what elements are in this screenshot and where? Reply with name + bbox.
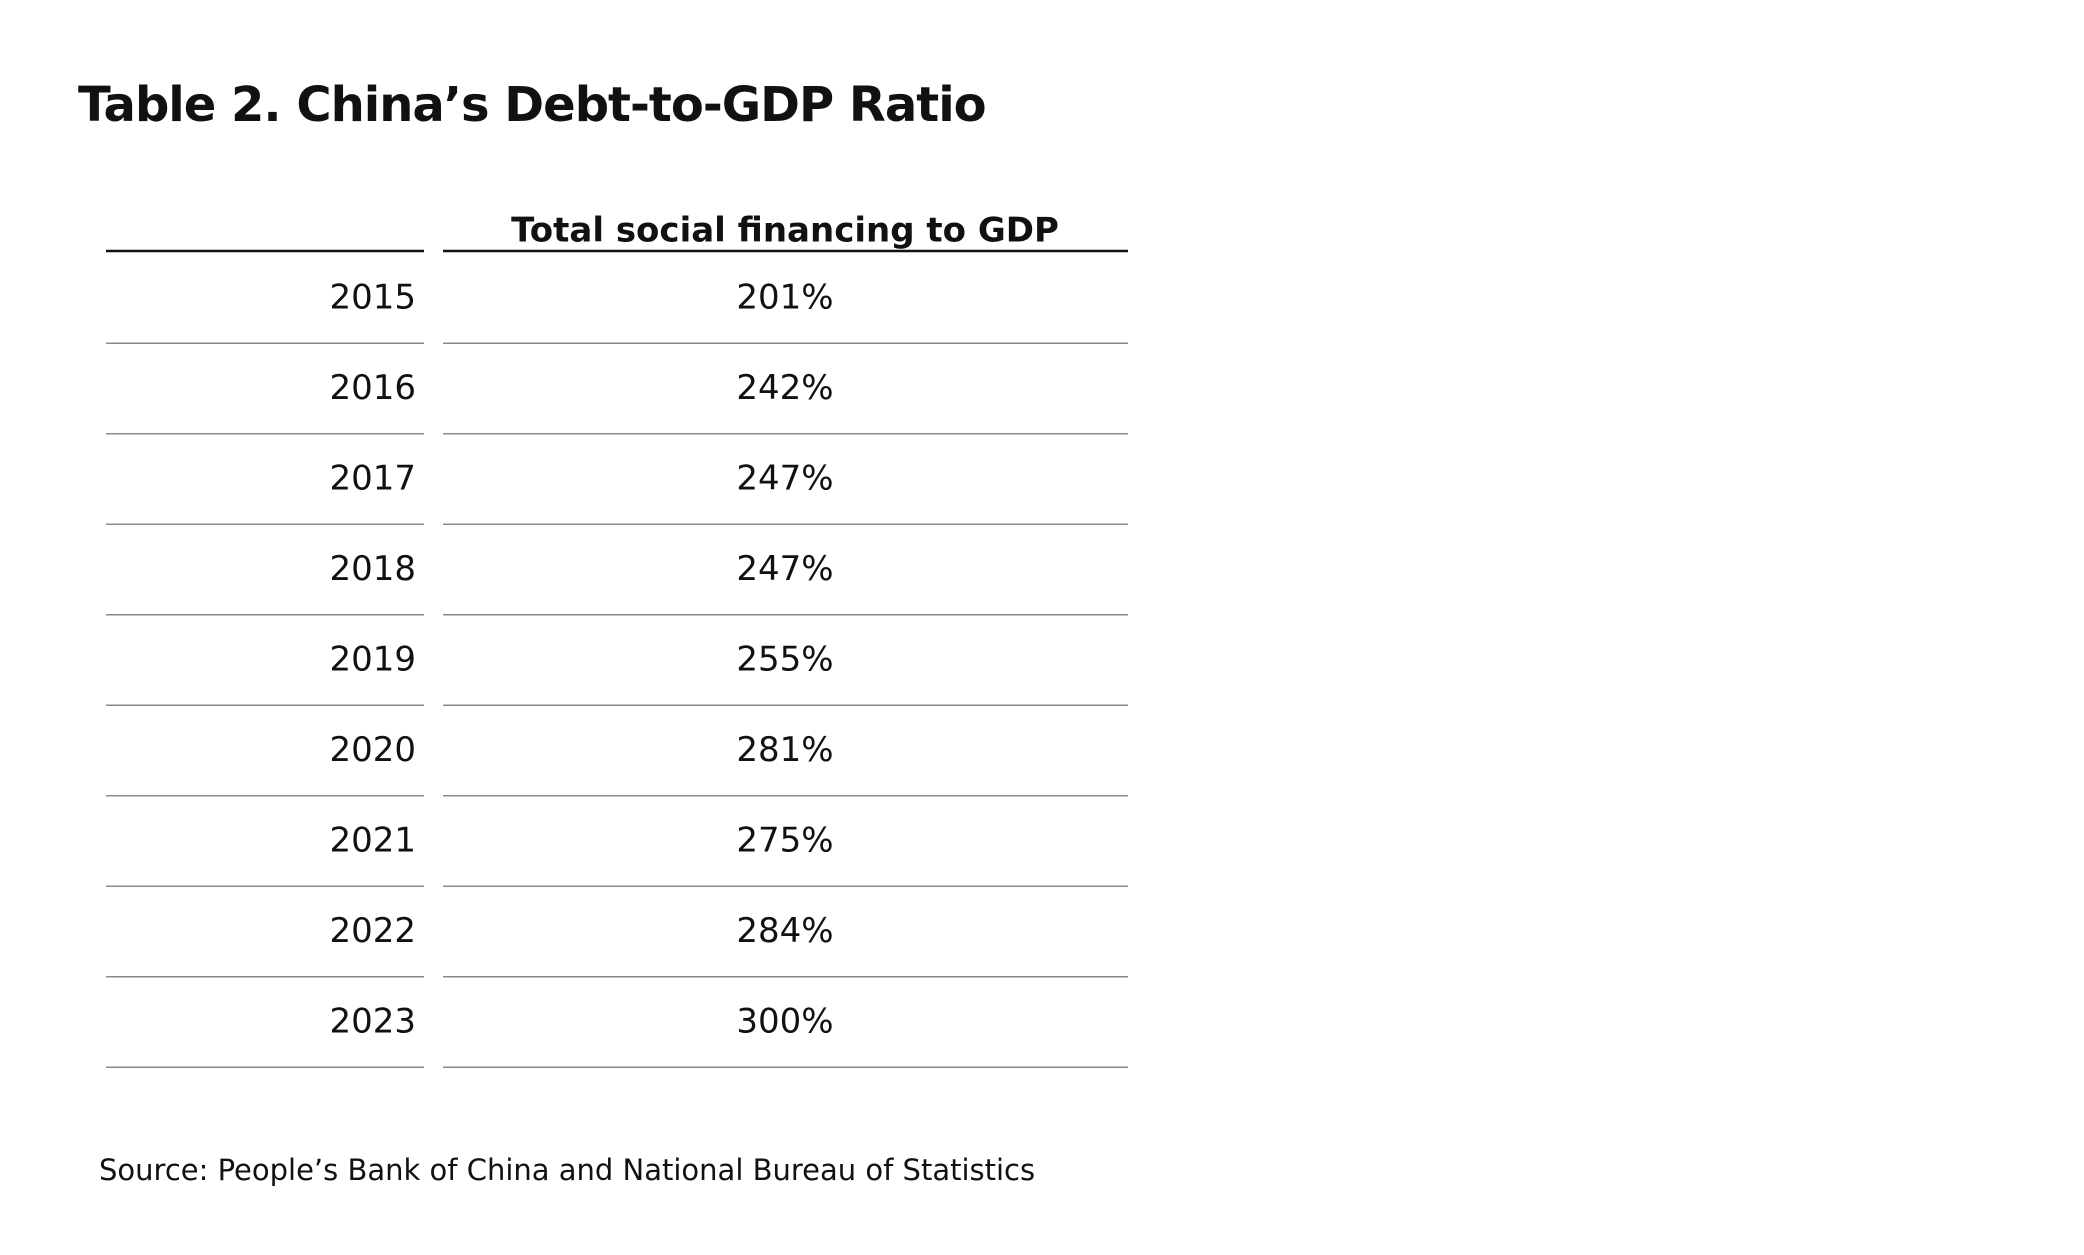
year-cell: 2018 bbox=[329, 549, 416, 589]
ratio-cell: 284% bbox=[736, 911, 833, 951]
year-cell: 2023 bbox=[329, 1002, 416, 1042]
year-cell: 2019 bbox=[329, 640, 416, 680]
ratio-cell: 281% bbox=[736, 730, 833, 770]
ratio-cell: 300% bbox=[736, 1002, 833, 1042]
ratio-cell: 247% bbox=[736, 549, 833, 589]
table-body: 2015 201% 2016 242% 2017 247% 2018 247% 2019 255%… bbox=[106, 278, 1128, 1068]
ratio-cell: 201% bbox=[736, 278, 833, 318]
column-header: Total social financing to GDP bbox=[511, 211, 1059, 251]
year-cell: 2016 bbox=[329, 368, 416, 408]
year-cell: 2015 bbox=[329, 278, 416, 318]
year-cell: 2017 bbox=[329, 459, 416, 499]
year-cell: 2022 bbox=[329, 911, 416, 951]
source-note: Source: People’s Bank of China and Natio… bbox=[99, 1153, 1035, 1187]
ratio-cell: 247% bbox=[736, 459, 833, 499]
ratio-cell: 242% bbox=[736, 368, 833, 408]
year-cell: 2020 bbox=[329, 730, 416, 770]
ratio-cell: 255% bbox=[736, 640, 833, 680]
year-cell: 2021 bbox=[329, 821, 416, 861]
ratio-cell: 275% bbox=[736, 821, 833, 861]
table-title: Table 2. China’s Debt-to-GDP Ratio bbox=[78, 77, 986, 133]
